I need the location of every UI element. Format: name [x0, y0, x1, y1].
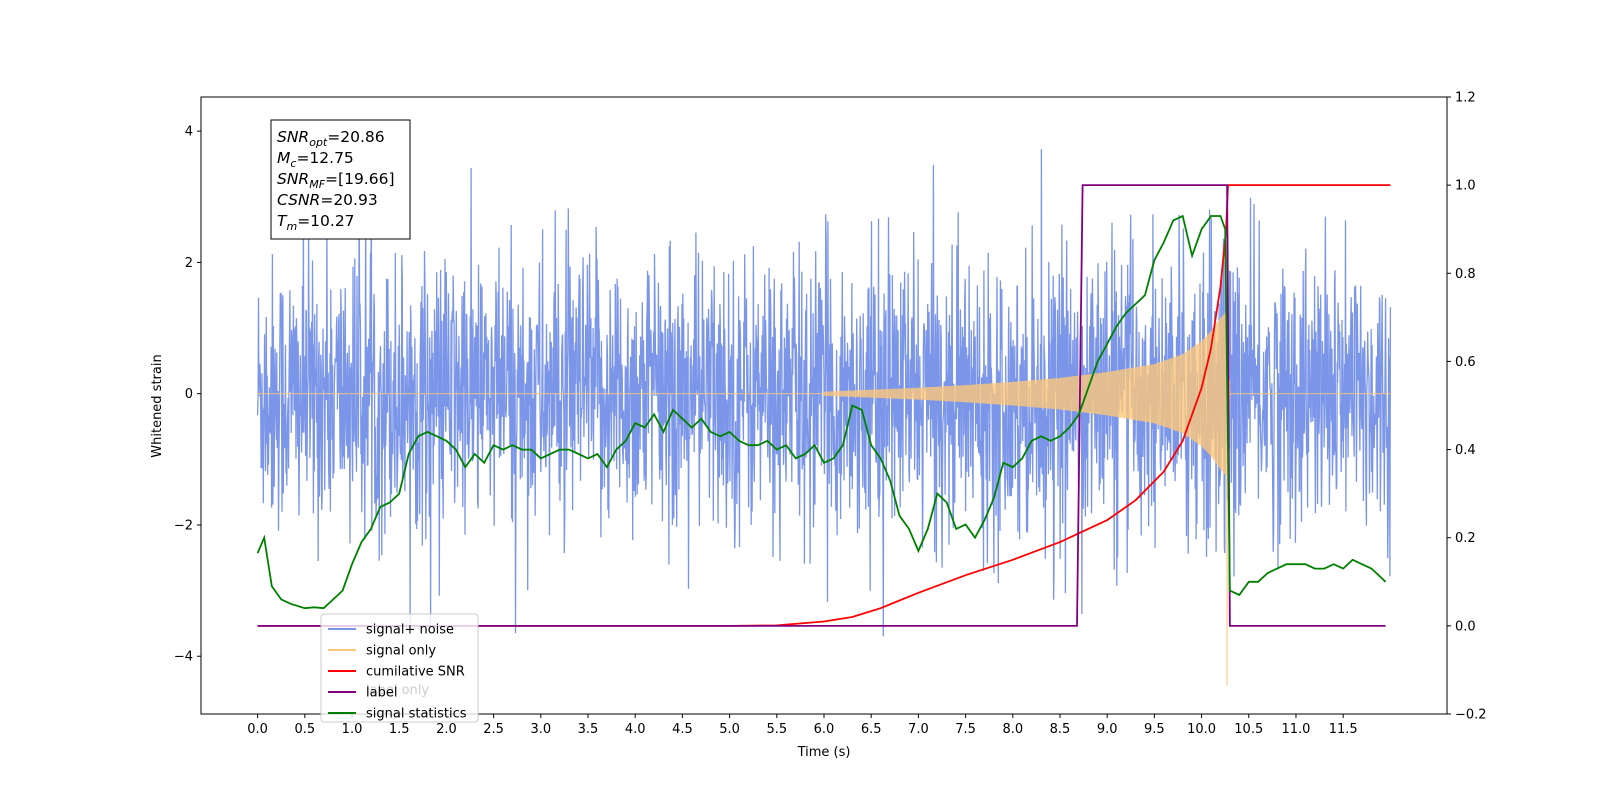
stats-annotation-box: SNRopt=20.86Mc=12.75SNRMF=[19.66]CSNR=20… [270, 119, 411, 240]
y2-tick-label: 0.4 [1455, 443, 1476, 458]
x-tick-label: 5.0 [719, 722, 740, 737]
annotation-frame [270, 119, 411, 240]
x-tick-label: 7.0 [908, 722, 929, 737]
x-tick-label: 4.5 [672, 722, 693, 737]
legend-label: signal only [366, 644, 436, 659]
x-tick-label: 9.0 [1097, 722, 1118, 737]
x-tick-label: 8.5 [1050, 722, 1071, 737]
y-tick-label: 2 [185, 256, 193, 271]
x-tick-label: 11.5 [1329, 722, 1358, 737]
x-tick-label: 6.5 [861, 722, 882, 737]
series-cumulative-snr-line [257, 184, 1391, 627]
legend-frame [320, 613, 479, 723]
x-tick-label: 0.5 [294, 722, 315, 737]
legend-label: cumilative SNR [366, 665, 465, 680]
y2-tick-label: −0.2 [1455, 708, 1487, 723]
series-label-line [257, 184, 1386, 627]
y-tick-label: 0 [185, 387, 193, 402]
series-signal-statistics-line [256, 214, 1387, 610]
annotation-line: Mc=12.75 [277, 149, 354, 170]
x-tick-label: 2.5 [483, 722, 504, 737]
x-tick-label: 10.5 [1234, 722, 1263, 737]
y-axis-label: Whitened strain [150, 354, 165, 457]
y-tick-label: −4 [174, 650, 193, 665]
legend-label: signal+ noise [366, 623, 454, 638]
legend-label: label [366, 686, 397, 701]
annotation-line: SNRMF=[19.66] [277, 170, 395, 191]
legend: signal+ noise signal only cumilative SNR si… [320, 613, 479, 723]
y2-tick-label: 1.0 [1455, 179, 1476, 194]
x-tick-label: 1.0 [342, 722, 363, 737]
x-tick-label: 3.0 [530, 722, 551, 737]
x-tick-label: 10.0 [1187, 722, 1216, 737]
y2-tick-label: 0.0 [1455, 619, 1476, 634]
x-tick-label: 11.0 [1281, 722, 1310, 737]
x-tick-label: 1.5 [389, 722, 410, 737]
x-axis-label: Time (s) [797, 745, 851, 760]
legend-ghost-label: label only [366, 683, 429, 698]
y2-tick-label: 0.8 [1455, 267, 1476, 282]
x-tick-label: 0.0 [247, 722, 268, 737]
y-tick-label: −2 [174, 518, 193, 533]
x-tick-label: 5.5 [766, 722, 787, 737]
series-signal-only-line [257, 312, 1391, 686]
y2-tick-label: 1.2 [1455, 91, 1476, 106]
x-tick-label: 6.0 [814, 722, 835, 737]
annotation-line: CSNR=20.93 [277, 191, 378, 209]
y-tick-label: 4 [185, 125, 193, 140]
annotation-line: Tm=10.27 [277, 212, 355, 233]
series-layer [256, 131, 1392, 686]
x-tick-label: 9.5 [1144, 722, 1165, 737]
y2-tick-label: 0.6 [1455, 355, 1476, 370]
x-tick-label: 8.0 [1002, 722, 1023, 737]
annotation-line: SNRopt=20.86 [277, 128, 385, 149]
y-axis-left: −4 −2 0 2 4 [174, 125, 201, 665]
x-axis: 0.0 0.5 1.0 1.5 2.0 2.5 3.0 3.5 4.0 4.5 5.0 5.5 6.0 6… [247, 714, 1358, 737]
x-tick-label: 2.0 [436, 722, 457, 737]
x-tick-label: 7.5 [955, 722, 976, 737]
legend-label: signal statistics [366, 707, 467, 722]
x-tick-label: 3.5 [578, 722, 599, 737]
y2-tick-label: 0.2 [1455, 531, 1476, 546]
x-tick-label: 4.0 [625, 722, 646, 737]
y-axis-right: −0.2 0.0 0.2 0.4 0.6 0.8 1.0 1.2 [1447, 91, 1487, 723]
